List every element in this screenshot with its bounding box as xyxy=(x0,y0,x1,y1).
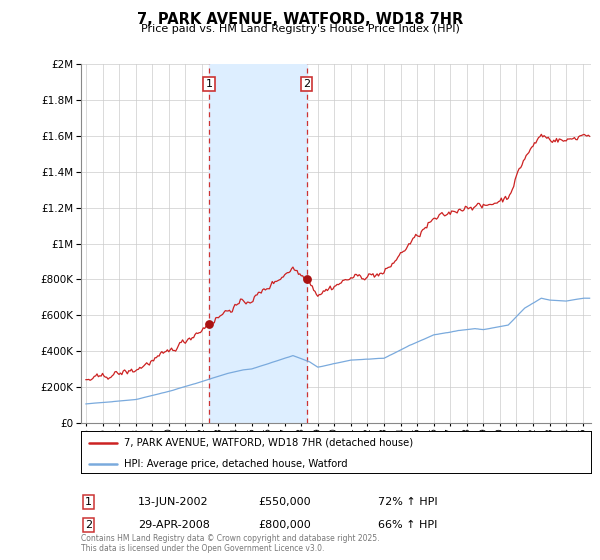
Text: 7, PARK AVENUE, WATFORD, WD18 7HR (detached house): 7, PARK AVENUE, WATFORD, WD18 7HR (detac… xyxy=(124,437,413,447)
Text: 1: 1 xyxy=(85,497,92,507)
Text: Contains HM Land Registry data © Crown copyright and database right 2025.
This d: Contains HM Land Registry data © Crown c… xyxy=(81,534,380,553)
Text: £800,000: £800,000 xyxy=(258,520,311,530)
Text: Price paid vs. HM Land Registry's House Price Index (HPI): Price paid vs. HM Land Registry's House … xyxy=(140,24,460,34)
Text: 29-APR-2008: 29-APR-2008 xyxy=(138,520,210,530)
Text: 1: 1 xyxy=(206,79,212,88)
Text: £550,000: £550,000 xyxy=(258,497,311,507)
Point xyxy=(302,275,311,284)
Text: 13-JUN-2002: 13-JUN-2002 xyxy=(138,497,209,507)
Text: 2: 2 xyxy=(85,520,92,530)
Bar xyxy=(209,64,307,423)
Point xyxy=(205,320,214,329)
Text: HPI: Average price, detached house, Watford: HPI: Average price, detached house, Watf… xyxy=(124,459,348,469)
Text: 7, PARK AVENUE, WATFORD, WD18 7HR: 7, PARK AVENUE, WATFORD, WD18 7HR xyxy=(137,12,463,27)
Text: 2: 2 xyxy=(303,79,310,88)
Text: 72% ↑ HPI: 72% ↑ HPI xyxy=(378,497,437,507)
Text: 66% ↑ HPI: 66% ↑ HPI xyxy=(378,520,437,530)
